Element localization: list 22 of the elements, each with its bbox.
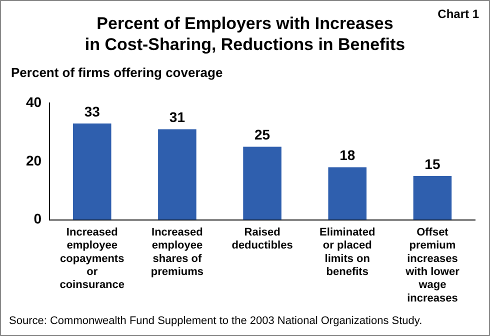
bar bbox=[413, 176, 452, 220]
y-axis-title: Percent of firms offering coverage bbox=[11, 65, 223, 80]
data-label: 25 bbox=[254, 126, 270, 143]
x-tick-label: Raised deductibles bbox=[232, 226, 293, 252]
data-label: 15 bbox=[424, 156, 440, 172]
x-tick-label: Offset premium increases with lower wage increases bbox=[404, 226, 460, 304]
data-label: 31 bbox=[169, 109, 186, 126]
bar bbox=[328, 167, 367, 220]
bar bbox=[158, 129, 196, 220]
x-tick-label: Increased employee copayments or coinsurance bbox=[60, 226, 125, 292]
data-label: 18 bbox=[340, 147, 356, 164]
y-tick-label: 0 bbox=[34, 210, 42, 227]
chart-subtitle: Chart 1 bbox=[438, 7, 479, 21]
x-tick-label: Eliminated or placed limits on benefits bbox=[320, 226, 376, 278]
y-tick-label: 40 bbox=[26, 94, 42, 110]
y-tick-label: 20 bbox=[26, 152, 42, 168]
bar bbox=[243, 146, 282, 220]
x-tick-label: Increased employee shares of premiums bbox=[150, 226, 204, 278]
source-note: Source: Commonwealth Fund Supplement to the 2003 National Organizations Study. bbox=[9, 315, 422, 327]
data-label: 33 bbox=[84, 103, 100, 120]
bar bbox=[72, 123, 112, 220]
chart-title: Percent of Employers with Increases in Cost-Sharing, Reductions in Benefits bbox=[84, 14, 406, 54]
